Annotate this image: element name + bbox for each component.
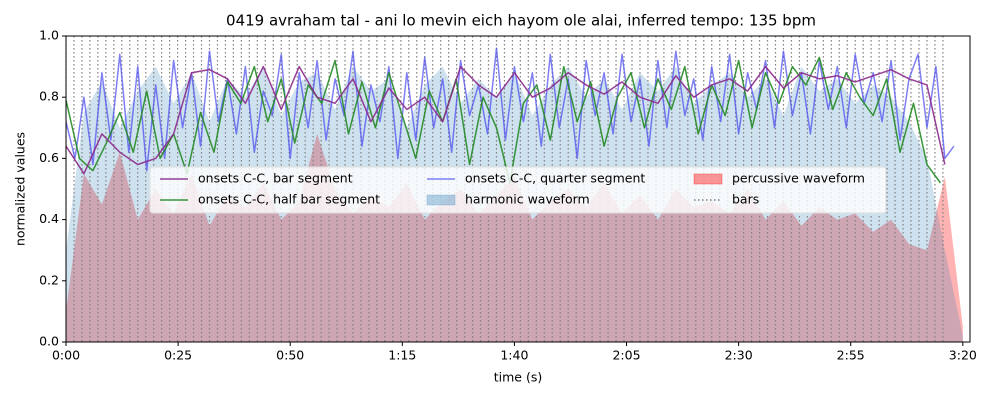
- x-tick-label: 2:55: [837, 348, 865, 363]
- x-tick-label: 1:15: [388, 348, 416, 363]
- y-tick-label: 0.4: [39, 211, 59, 226]
- legend: onsets C-C, bar segment onsets C-C, half …: [149, 166, 887, 214]
- x-tick-label: 2:30: [725, 348, 753, 363]
- line: [66, 65, 946, 175]
- x-axis-label: time (s): [494, 370, 542, 385]
- y-tick-label: 1.0: [39, 28, 59, 43]
- area: [66, 133, 963, 342]
- y-tick-label: 0.8: [39, 89, 59, 104]
- x-tick-label: 0:00: [52, 348, 80, 363]
- x-tick-label: 1:40: [500, 348, 528, 363]
- legend-label: onsets C-C, bar segment: [198, 171, 353, 186]
- legend-label: onsets C-C, half bar segment: [198, 192, 380, 207]
- legend-swatch: [426, 194, 456, 206]
- legend-label: bars: [732, 192, 759, 207]
- x-tick-label: 0:25: [164, 348, 192, 363]
- line: [66, 56, 942, 184]
- y-tick-label: 0.2: [39, 272, 59, 287]
- axes-frame: [65, 35, 971, 343]
- legend-swatch: [693, 173, 723, 185]
- legend-label: percussive waveform: [732, 171, 865, 186]
- x-tick-label: 0:50: [276, 348, 304, 363]
- line: [66, 47, 955, 172]
- y-axis-label: normalized values: [13, 132, 28, 246]
- y-tick-label: 0.6: [39, 150, 59, 165]
- x-tick-label: 2:05: [612, 348, 640, 363]
- legend-box: [149, 166, 887, 214]
- legend-label: harmonic waveform: [465, 192, 590, 207]
- x-tick-label: 3:20: [949, 348, 977, 363]
- chart-title: 0419 avraham tal - ani lo mevin eich hay…: [226, 12, 816, 30]
- y-tick-label: 0.0: [39, 334, 59, 349]
- legend-label: onsets C-C, quarter segment: [465, 171, 645, 186]
